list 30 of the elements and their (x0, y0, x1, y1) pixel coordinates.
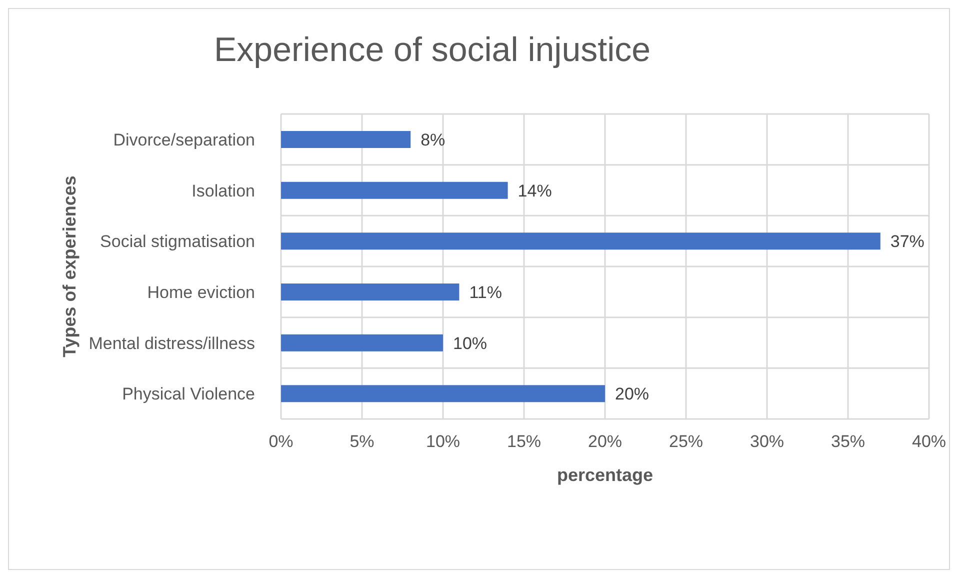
y-tick-label: Home eviction (147, 282, 255, 302)
data-label: 20% (615, 384, 650, 404)
x-tick-label: 25% (668, 432, 704, 452)
data-label: 8% (420, 130, 446, 150)
bar (281, 385, 605, 402)
y-tick-label: Divorce/separation (113, 130, 255, 150)
data-label: 37% (890, 232, 924, 252)
data-label: 14% (518, 181, 552, 200)
y-axis-title: Types of experiences (59, 176, 80, 358)
y-tick-label: Mental distress/illness (88, 334, 255, 353)
x-tick-label: 30% (750, 432, 784, 452)
bar (281, 182, 508, 199)
data-label: 11% (469, 283, 502, 302)
bar (281, 131, 411, 148)
bar (281, 334, 443, 352)
x-tick-label: 35% (830, 432, 866, 452)
x-tick-label: 10% (426, 432, 460, 452)
x-axis-title: percentage (556, 465, 654, 485)
x-tick-label: 40% (912, 432, 946, 452)
bar (281, 284, 460, 300)
data-label: 10% (453, 334, 488, 353)
y-tick-label: Isolation (192, 181, 255, 200)
x-tick-label: 0% (268, 432, 294, 452)
x-tick-label: 5% (350, 432, 374, 452)
bar (281, 232, 880, 250)
x-tick-label: 15% (506, 432, 542, 452)
y-tick-label: Social stigmatisation (100, 232, 255, 252)
chart-title: Experience of social injustice (214, 31, 651, 70)
x-tick-label: 20% (588, 432, 622, 452)
y-tick-label: Physical Violence (122, 384, 255, 404)
